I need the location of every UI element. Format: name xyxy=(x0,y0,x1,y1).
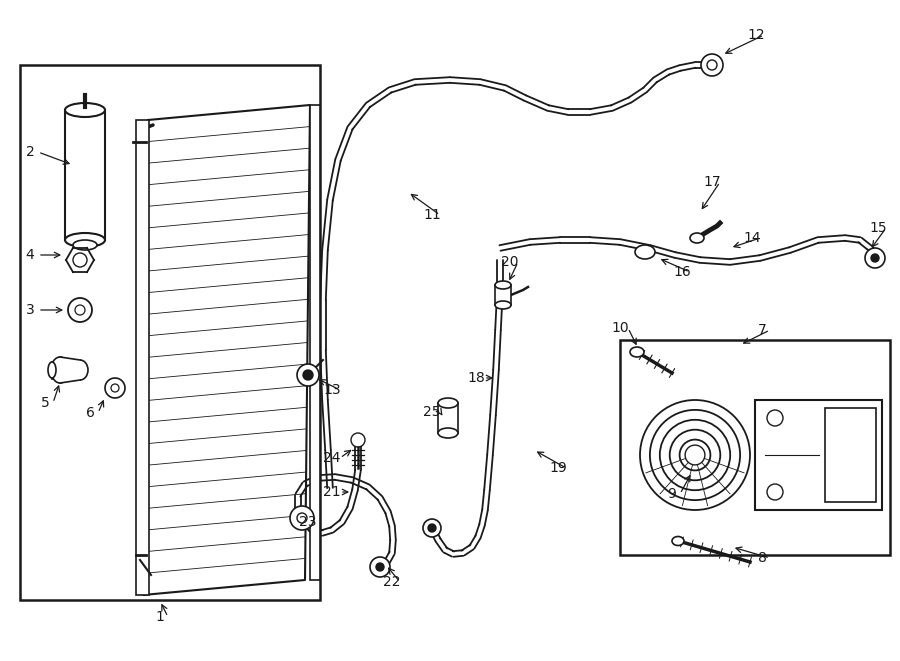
Bar xyxy=(755,400,882,510)
Circle shape xyxy=(767,484,783,500)
Text: 6: 6 xyxy=(86,406,94,420)
Text: 1: 1 xyxy=(156,610,165,624)
Text: 11: 11 xyxy=(423,208,441,222)
Circle shape xyxy=(660,420,730,490)
Circle shape xyxy=(111,384,119,392)
Circle shape xyxy=(297,364,319,386)
Circle shape xyxy=(767,410,783,426)
Text: 14: 14 xyxy=(743,231,760,245)
Text: 4: 4 xyxy=(25,248,34,262)
Text: 25: 25 xyxy=(423,405,441,419)
Circle shape xyxy=(68,298,92,322)
Bar xyxy=(310,105,320,580)
Ellipse shape xyxy=(65,233,105,247)
Text: 23: 23 xyxy=(299,515,317,529)
Ellipse shape xyxy=(438,428,458,438)
Circle shape xyxy=(707,60,717,70)
Bar xyxy=(20,65,320,600)
Bar xyxy=(136,120,149,595)
Circle shape xyxy=(865,248,885,268)
Circle shape xyxy=(640,400,750,510)
Text: 2: 2 xyxy=(25,145,34,159)
Ellipse shape xyxy=(51,357,69,383)
Text: 8: 8 xyxy=(758,551,767,565)
Text: 22: 22 xyxy=(383,575,400,589)
Bar xyxy=(620,340,890,555)
Text: 5: 5 xyxy=(40,396,50,410)
Ellipse shape xyxy=(438,398,458,408)
Circle shape xyxy=(370,557,390,577)
Text: 12: 12 xyxy=(747,28,765,42)
Circle shape xyxy=(685,445,705,465)
Ellipse shape xyxy=(48,362,56,378)
Circle shape xyxy=(670,430,720,481)
Bar xyxy=(495,285,511,305)
Text: 17: 17 xyxy=(703,175,721,189)
Circle shape xyxy=(423,519,441,537)
Text: 15: 15 xyxy=(869,221,886,235)
Circle shape xyxy=(303,370,313,380)
Text: 10: 10 xyxy=(611,321,629,335)
Bar xyxy=(60,357,80,383)
Text: 19: 19 xyxy=(549,461,567,475)
Circle shape xyxy=(650,410,740,500)
Circle shape xyxy=(105,378,125,398)
Bar xyxy=(824,408,876,502)
Text: 3: 3 xyxy=(25,303,34,317)
Text: 13: 13 xyxy=(323,383,341,397)
Ellipse shape xyxy=(495,301,511,309)
Text: 24: 24 xyxy=(323,451,341,465)
Circle shape xyxy=(351,433,365,447)
Ellipse shape xyxy=(672,537,684,545)
Bar xyxy=(438,403,458,433)
Text: 7: 7 xyxy=(758,323,767,337)
Text: 21: 21 xyxy=(323,485,341,499)
Ellipse shape xyxy=(65,103,105,117)
Circle shape xyxy=(297,513,307,523)
Text: 18: 18 xyxy=(467,371,485,385)
Ellipse shape xyxy=(73,240,97,250)
Bar xyxy=(65,110,105,240)
Circle shape xyxy=(376,563,384,571)
Circle shape xyxy=(701,54,723,76)
Text: 20: 20 xyxy=(501,255,518,269)
Circle shape xyxy=(73,253,87,267)
Ellipse shape xyxy=(690,233,704,243)
Circle shape xyxy=(871,254,879,262)
Ellipse shape xyxy=(72,360,88,380)
Circle shape xyxy=(428,524,436,532)
Ellipse shape xyxy=(495,281,511,289)
Ellipse shape xyxy=(630,347,644,357)
Circle shape xyxy=(290,506,314,530)
Circle shape xyxy=(680,440,710,471)
Ellipse shape xyxy=(635,245,655,259)
Text: 16: 16 xyxy=(673,265,691,279)
Circle shape xyxy=(75,305,85,315)
Text: 9: 9 xyxy=(668,487,677,501)
